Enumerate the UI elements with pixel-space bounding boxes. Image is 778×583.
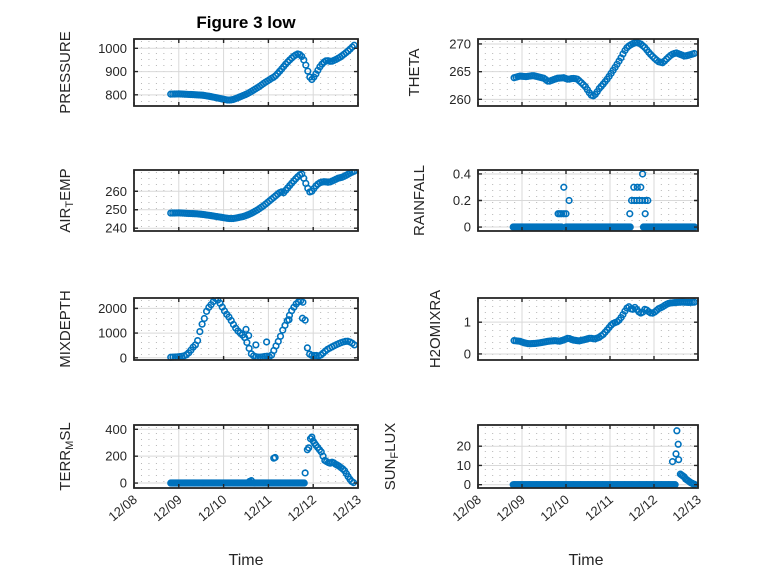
y-tick-label: 260	[105, 184, 127, 199]
tick-marks	[477, 425, 699, 488]
data-markers	[509, 427, 699, 489]
y-tick-label: 1	[464, 315, 471, 330]
y-tick-label: 400	[105, 422, 127, 437]
major-grid	[134, 425, 358, 488]
x-tick-label: 12/13	[329, 492, 364, 524]
y-tick-label: 0	[464, 346, 471, 361]
axes-box	[477, 424, 699, 489]
y-tick-label: 0.2	[453, 193, 471, 208]
data-markers	[167, 169, 358, 223]
data-markers	[167, 41, 358, 104]
subplot-h2omixra: 0 1 H2OMIXRA	[427, 290, 699, 368]
data-markers	[167, 433, 358, 487]
x-tick-label: 12/11	[582, 492, 616, 524]
y-tick-label: 0	[464, 220, 471, 235]
tick-marks	[477, 170, 699, 231]
tick-marks	[133, 39, 359, 106]
data-markers	[510, 298, 698, 348]
y-tick-label: 265	[449, 64, 471, 79]
y-tick-label: 0	[464, 477, 471, 492]
subplot-pressure: 800 900 1000 PRESSURE	[57, 31, 359, 114]
x-tick-label: 12/10	[537, 492, 572, 524]
y-tick-label: 10	[457, 458, 471, 473]
minor-grid	[484, 427, 692, 487]
major-grid	[478, 39, 698, 106]
data-markers	[509, 170, 699, 231]
tick-marks	[133, 298, 359, 360]
y-tick-label: 270	[449, 36, 471, 51]
x-tick-label: 12/12	[285, 492, 320, 524]
y-tick-label: 250	[105, 202, 127, 217]
y-tick-label: 200	[105, 449, 127, 464]
y-axis-label: MIXDEPTH	[57, 290, 74, 368]
x-tick-label: 12/09	[493, 492, 528, 524]
y-axis-label: SUNFLUX	[382, 423, 401, 491]
axes-box	[477, 297, 699, 361]
y-axis-label: THETA	[406, 48, 423, 96]
y-tick-label: 0.4	[453, 166, 471, 181]
subplot-mixdepth: 0 1000 2000 MIXDEPTH	[57, 290, 359, 368]
x-tick-label: 12/08	[449, 492, 484, 524]
axes-box	[477, 38, 699, 107]
x-tick-label: 12/12	[625, 492, 660, 524]
x-axis-label-right: Time	[568, 552, 604, 569]
major-grid	[478, 425, 698, 488]
x-tick-label: 12/11	[240, 492, 274, 524]
subplot-air-temp: 240 250 260 AIRTEMP	[57, 168, 359, 236]
axes-box	[133, 169, 359, 232]
y-tick-label: 2000	[98, 301, 127, 316]
data-markers	[167, 297, 359, 361]
minor-grid	[140, 427, 352, 487]
x-tick-label: 12/13	[669, 492, 704, 524]
axes-box	[133, 38, 359, 107]
subplot-terr-msl: 0 200 400 TERRMSL 12/08 12/09 12/10 12/11 12/12 1…	[57, 422, 364, 524]
x-tick-label: 12/09	[150, 492, 185, 524]
tick-marks	[477, 298, 699, 360]
figure-title: Figure 3 low	[196, 13, 296, 32]
y-axis-label: TERRMSL	[57, 422, 76, 490]
major-grid	[134, 298, 358, 360]
y-axis-label: H2OMIXRA	[427, 290, 444, 368]
x-tick-label: 12/10	[195, 492, 230, 524]
y-tick-label: 240	[105, 221, 127, 236]
major-grid	[478, 170, 698, 231]
y-axis-label: PRESSURE	[57, 31, 74, 114]
axes-box	[133, 297, 359, 361]
tick-marks	[133, 425, 359, 488]
y-tick-label: 20	[457, 439, 471, 454]
y-tick-label: 0	[120, 350, 127, 365]
y-tick-label: 260	[449, 92, 471, 107]
y-tick-label: 1000	[98, 326, 127, 341]
tick-marks	[133, 170, 359, 231]
y-axis-label: AIRTEMP	[57, 168, 76, 232]
y-tick-label: 1000	[98, 41, 127, 56]
y-tick-label: 0	[120, 476, 127, 491]
y-axis-label: RAINFALL	[411, 165, 428, 236]
subplot-sun-flux: 0 10 20 SUNFLUX 12/08 12/09 12/10 12/11 12/12 12/…	[382, 423, 704, 525]
data-markers	[510, 38, 698, 100]
x-tick-label: 12/08	[105, 492, 140, 524]
subplot-rainfall: 0 0.2 0.4 RAINFALL	[411, 165, 699, 236]
y-tick-label: 900	[105, 64, 127, 79]
x-axis-label-left: Time	[228, 552, 264, 569]
y-tick-label: 800	[105, 87, 127, 102]
subplot-theta: 260 265 270 THETA	[406, 36, 699, 107]
tick-marks	[477, 39, 699, 106]
